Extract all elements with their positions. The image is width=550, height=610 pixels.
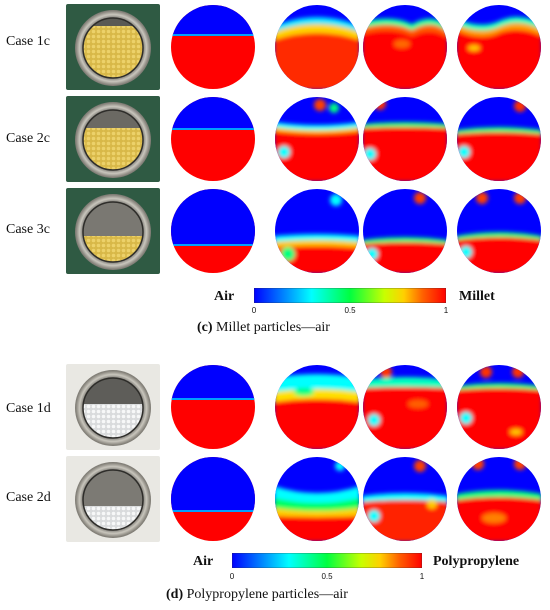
colorbar-c-tick-mid: 0.5 — [344, 306, 356, 315]
phase-map-case-1c-t3 — [362, 4, 448, 90]
colorbar-c-tick-0: 0 — [251, 306, 257, 315]
phase-map-case-2d-t2 — [274, 456, 360, 542]
phase-map-case-1c-t2 — [274, 4, 360, 90]
caption-c-text: Millet particles—air — [212, 320, 330, 335]
colorbar-c-left-label: Air — [214, 289, 235, 304]
colorbar-c — [253, 287, 447, 304]
photo-case-1c — [66, 4, 160, 90]
phase-map-case-2d-t3 — [362, 456, 448, 542]
phase-map-case-3c-t3 — [362, 188, 448, 274]
colorbar-d-tick-0: 0 — [229, 572, 235, 581]
phase-map-case-2c-t1 — [170, 96, 256, 182]
phase-map-case-2c-t2 — [274, 96, 360, 182]
photo-case-1d — [66, 364, 160, 450]
colorbar-c-right-label: Millet — [459, 289, 495, 304]
colorbar-d-tick-1: 1 — [419, 572, 425, 581]
colorbar-d-right-label: Polypropylene — [433, 554, 520, 569]
phase-map-case-3c-t2 — [274, 188, 360, 274]
colorbar-c-tick-1: 1 — [443, 306, 449, 315]
row-label-case-2d: Case 2d — [6, 490, 51, 505]
colorbar-d — [231, 552, 423, 569]
caption-d-text: Polypropylene particles—air — [183, 587, 348, 602]
phase-map-case-1d-t4 — [456, 364, 542, 450]
photo-case-3c — [66, 188, 160, 274]
phase-map-case-2d-t4 — [456, 456, 542, 542]
phase-map-case-2d-t1 — [170, 456, 256, 542]
colorbar-d-tick-mid: 0.5 — [321, 572, 333, 581]
phase-map-case-1d-t3 — [362, 364, 448, 450]
phase-map-case-2c-t4 — [456, 96, 542, 182]
photo-case-2c — [66, 96, 160, 182]
phase-map-case-3c-t4 — [456, 188, 542, 274]
row-label-case-2c: Case 2c — [6, 131, 50, 146]
photo-case-2d — [66, 456, 160, 542]
colorbar-d-left-label: Air — [193, 554, 214, 569]
caption-c: (c) Millet particles—air — [197, 320, 330, 336]
phase-map-case-3c-t1 — [170, 188, 256, 274]
phase-map-case-1c-t1 — [170, 4, 256, 90]
caption-d-tag: (d) — [166, 587, 184, 602]
phase-map-case-1d-t1 — [170, 364, 256, 450]
caption-c-tag: (c) — [197, 320, 213, 335]
row-label-case-3c: Case 3c — [6, 222, 50, 237]
phase-map-case-1c-t4 — [456, 4, 542, 90]
row-label-case-1c: Case 1c — [6, 34, 50, 49]
row-label-case-1d: Case 1d — [6, 401, 51, 416]
phase-map-case-2c-t3 — [362, 96, 448, 182]
phase-map-case-1d-t2 — [274, 364, 360, 450]
caption-d: (d) Polypropylene particles—air — [166, 587, 348, 603]
